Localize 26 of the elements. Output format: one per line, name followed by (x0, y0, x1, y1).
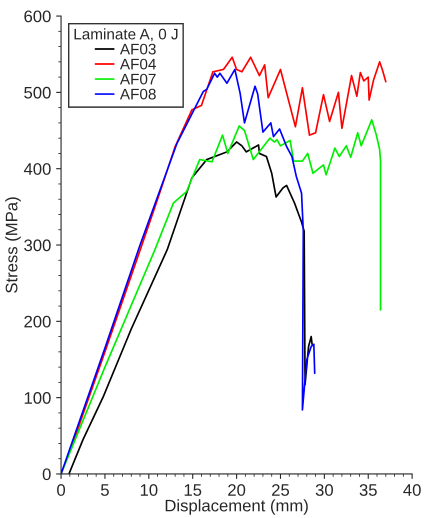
x-tick-label: 0 (57, 484, 66, 496)
x-tick-label: 25 (272, 484, 290, 496)
legend-label: AF03 (120, 44, 156, 55)
y-tick-label: 200 (24, 316, 51, 328)
x-tick-label: 10 (140, 484, 158, 496)
y-tick-label: 100 (24, 392, 51, 404)
y-axis-title: Stress (MPa) (5, 197, 21, 293)
y-tick-label: 500 (24, 86, 51, 99)
x-axis-title: Displacement (mm) (166, 499, 308, 515)
legend-title: Laminate A, 0 J (74, 28, 178, 42)
y-tick-label: 300 (24, 239, 51, 252)
x-tick-label: 30 (316, 484, 333, 496)
x-tick-label: 20 (228, 484, 246, 496)
y-tick-label: 0 (42, 468, 51, 480)
legend-label: AF04 (120, 58, 156, 70)
x-tick-label: 40 (403, 484, 421, 496)
line-series (61, 68, 316, 474)
y-tick-label: 400 (24, 163, 51, 175)
line-series (68, 141, 313, 474)
y-tick-label: 600 (24, 10, 51, 22)
line-series (61, 119, 382, 474)
x-tick-label: 15 (184, 484, 202, 496)
x-tick-label: 35 (360, 484, 377, 496)
legend-label: AF08 (120, 88, 156, 100)
x-tick-label: 5 (100, 484, 109, 496)
legend-label: AF07 (120, 74, 156, 85)
